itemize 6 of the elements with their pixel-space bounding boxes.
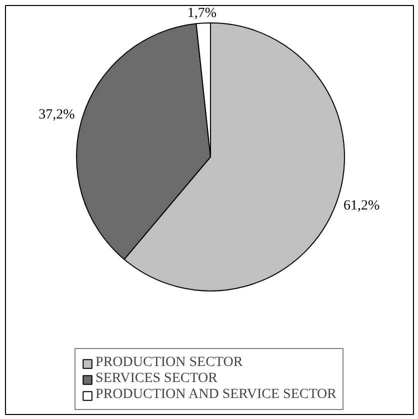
legend-label: SERVICES SECTOR <box>96 371 218 387</box>
data-label: 61,2% <box>343 198 380 214</box>
legend-label: PRODUCTION AND SERVICE SECTOR <box>96 387 336 403</box>
data-label: 37,2% <box>38 107 76 122</box>
data-label: 1,7% <box>187 6 217 21</box>
legend-label: PRODUCTION SECTOR <box>96 355 243 371</box>
